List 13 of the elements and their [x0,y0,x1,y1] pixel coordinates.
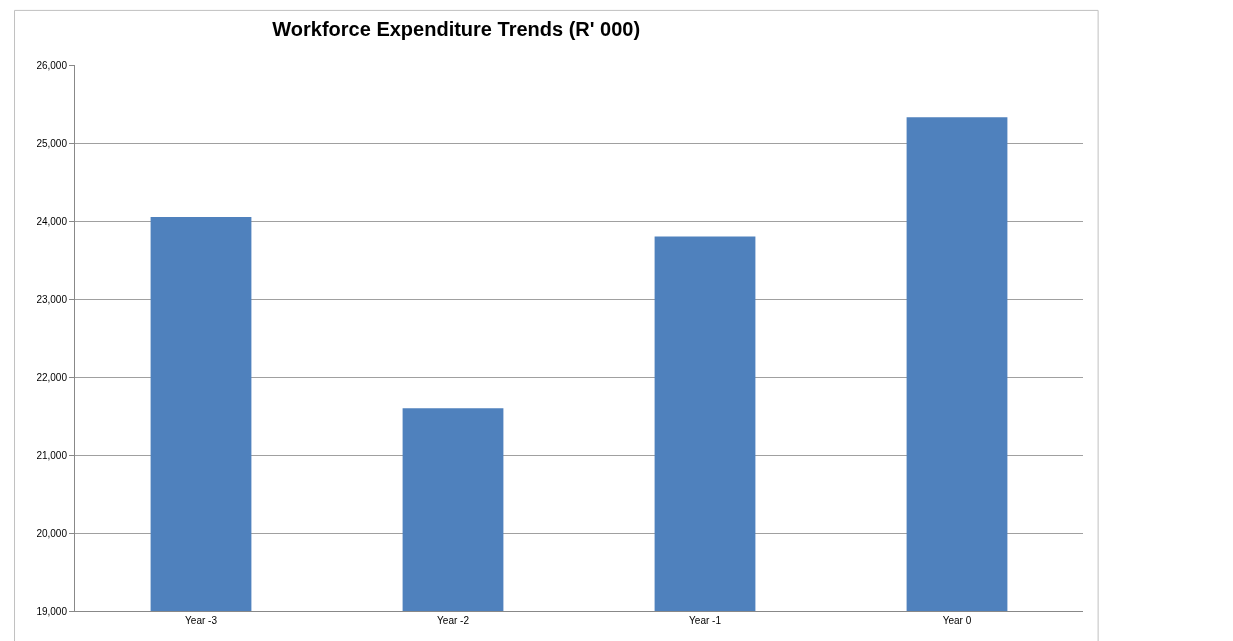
x-tick-label: Year -1 [689,615,722,626]
chart-title: Workforce Expenditure Trends (R' 000) [272,18,641,41]
x-tick-label: Year -2 [437,615,470,626]
x-tick-label: Year -3 [185,615,218,626]
y-tick-label: 19,000 [36,605,68,617]
y-tick-label: 26,000 [36,59,68,71]
y-tick-label: 22,000 [36,371,68,383]
y-tick-label: 23,000 [36,293,68,305]
y-tick-label: 20,000 [36,527,68,539]
y-tick-label: 21,000 [36,449,68,461]
y-tick-label: 24,000 [36,215,68,227]
y-tick-label: 25,000 [36,137,68,149]
x-tick-label: Year 0 [942,615,972,626]
